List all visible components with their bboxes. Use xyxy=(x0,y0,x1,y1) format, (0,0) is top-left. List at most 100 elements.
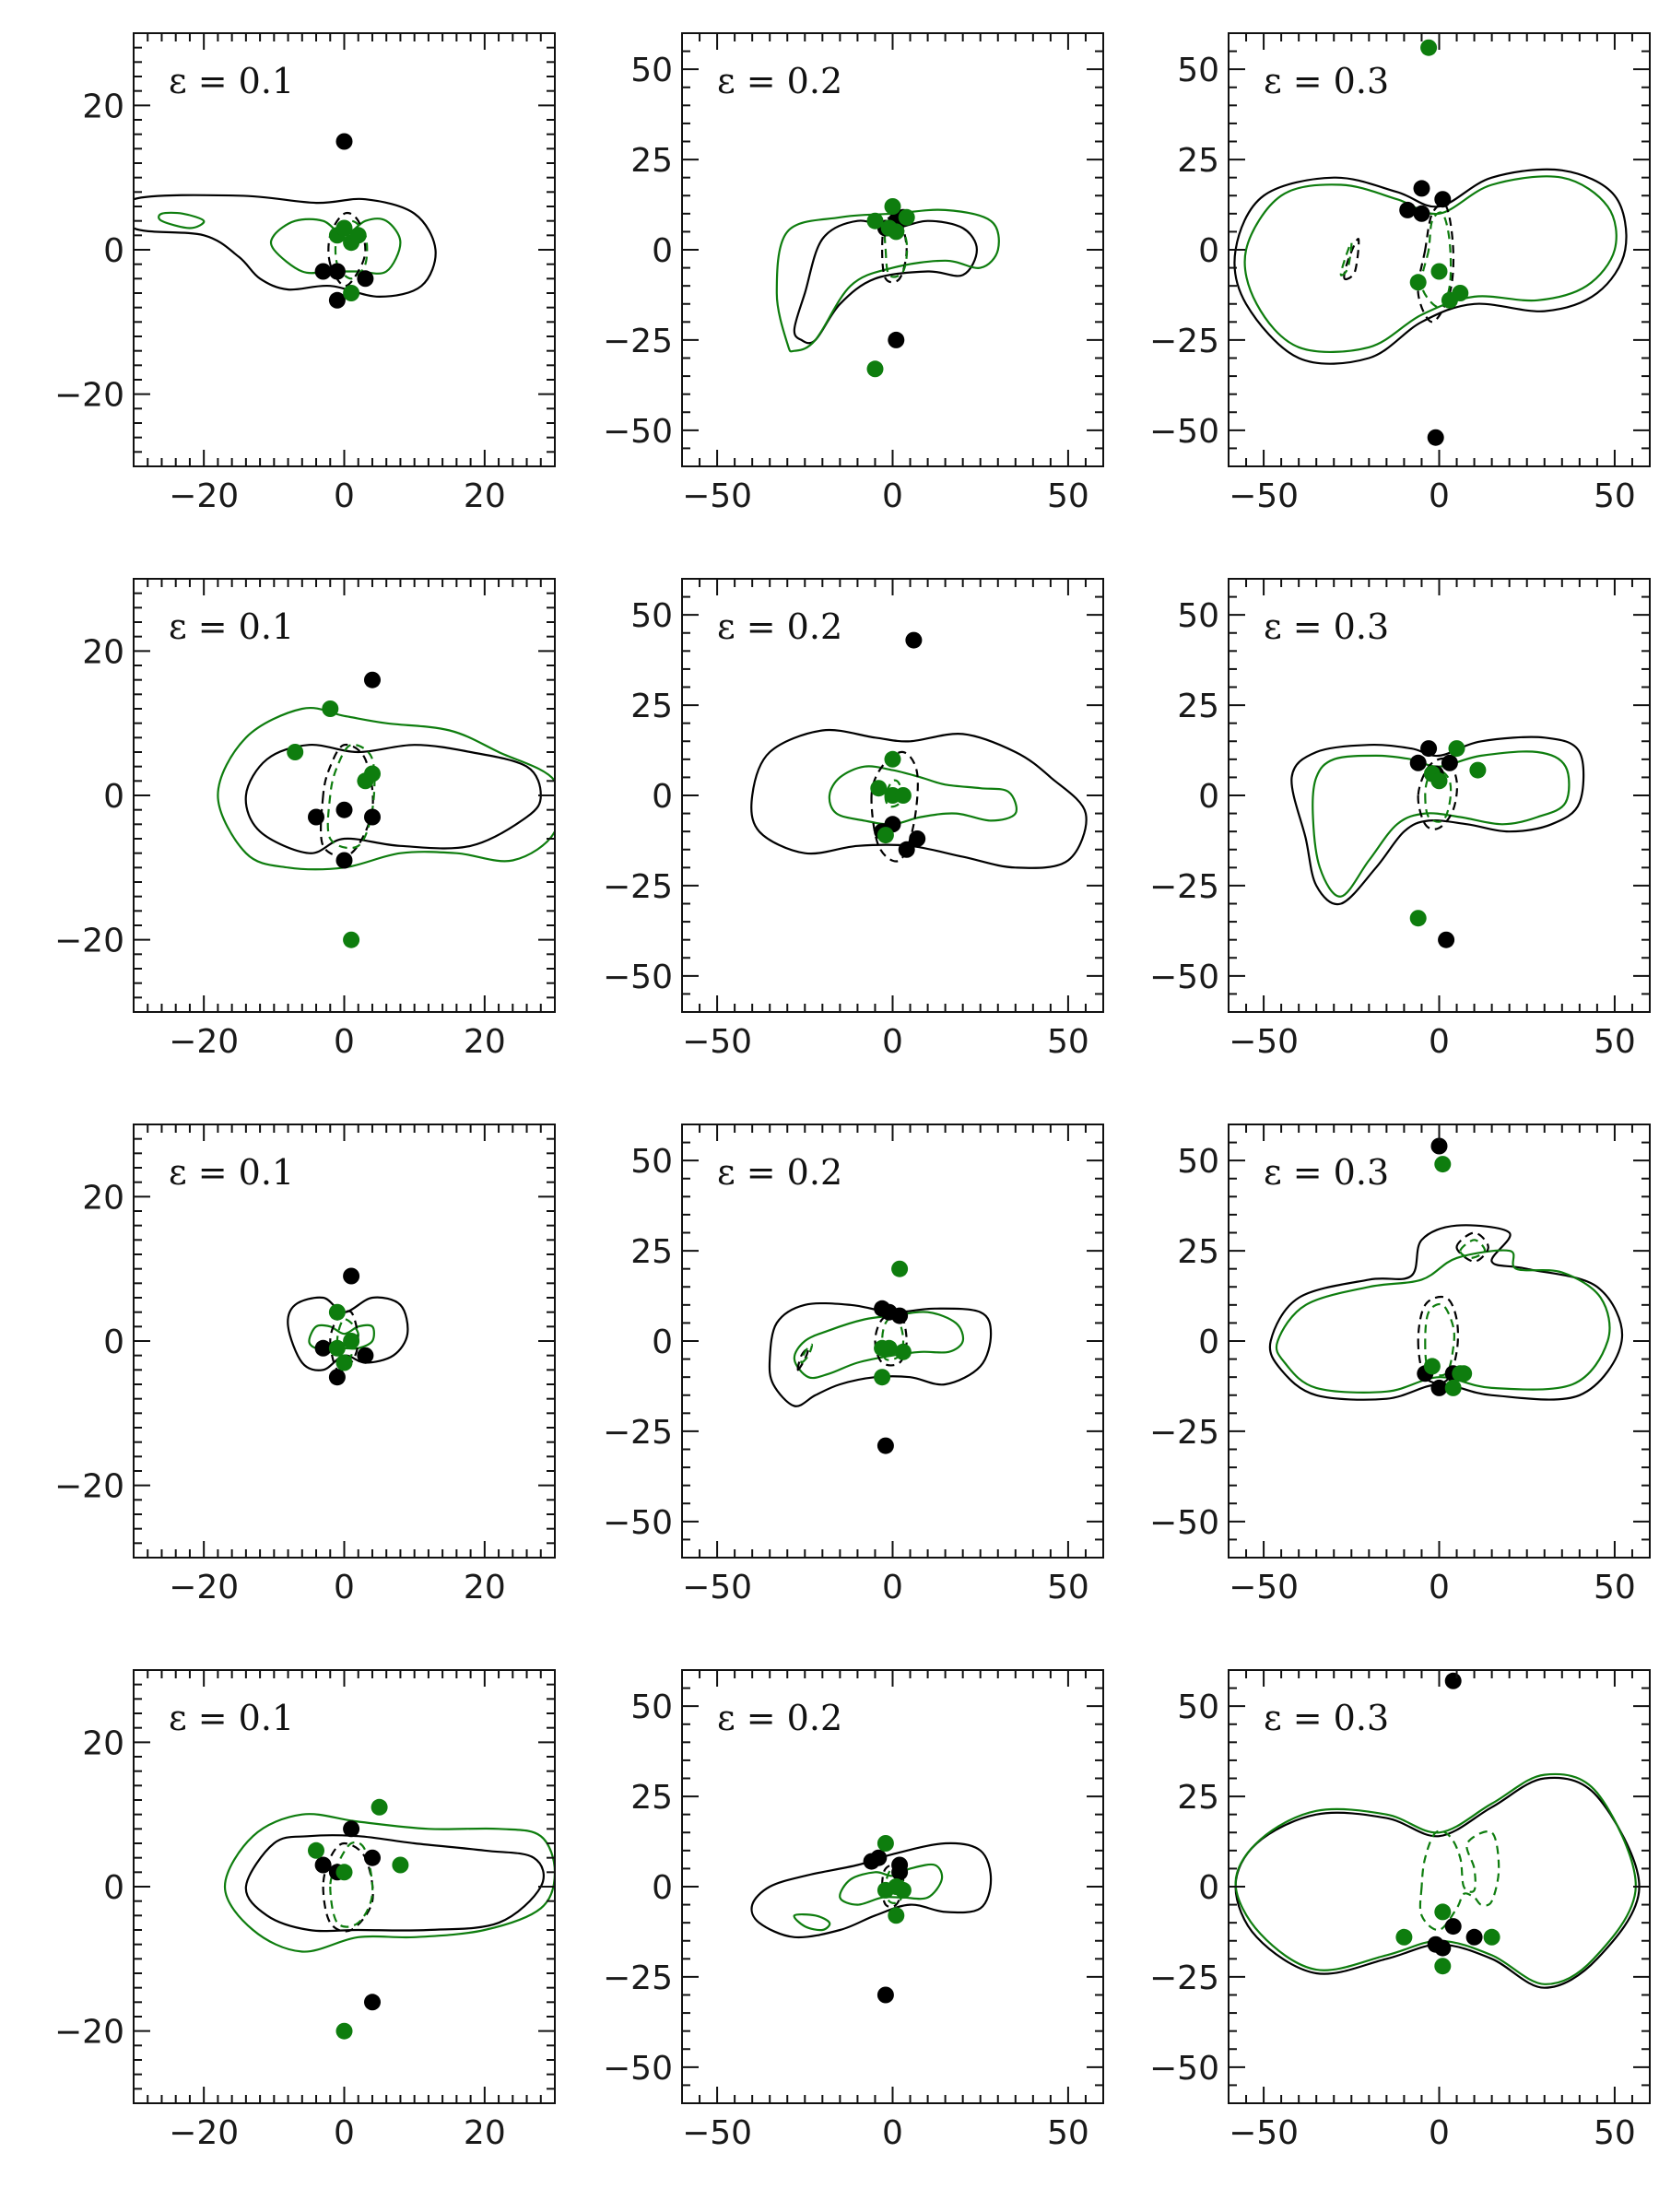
curve-green-solid xyxy=(775,208,1000,353)
y-tick-label: −25 xyxy=(603,1414,673,1452)
y-tick-label: 0 xyxy=(1198,1324,1219,1361)
epsilon-label: ε = 0.2 xyxy=(717,1698,842,1738)
x-tick-label: 0 xyxy=(334,1023,355,1061)
curve-black-solid xyxy=(287,1296,409,1371)
curve-green-solid xyxy=(1243,175,1618,354)
data-point-black xyxy=(314,1339,332,1357)
epsilon-label: ε = 0.2 xyxy=(717,61,842,101)
curve-black-solid xyxy=(1290,735,1585,906)
x-tick-label: −20 xyxy=(169,477,239,515)
y-tick-label: −50 xyxy=(603,959,673,996)
plot-area xyxy=(223,1798,555,2040)
data-point-black xyxy=(343,1820,360,1838)
epsilon-label: ε = 0.2 xyxy=(717,606,842,647)
data-point-green xyxy=(1434,1156,1452,1173)
data-point-black xyxy=(1430,1379,1448,1396)
data-point-black xyxy=(364,1994,381,2011)
x-tick-label: 0 xyxy=(882,1023,903,1061)
y-tick-label: 25 xyxy=(1177,142,1219,180)
x-tick-label: 0 xyxy=(1429,1023,1450,1061)
data-point-green xyxy=(874,1369,891,1386)
data-point-green xyxy=(308,1841,324,1859)
y-tick-label: −50 xyxy=(603,2050,673,2088)
data-point-green xyxy=(1434,1903,1452,1921)
y-tick-label: −25 xyxy=(1149,868,1219,906)
y-tick-label: −25 xyxy=(603,1959,673,1997)
y-tick-label: 50 xyxy=(630,52,673,89)
panel-r2-c2: −50 0 50 −50 −25 0 25 50 ε = 0.2 xyxy=(603,578,1104,1061)
x-tick-label: −50 xyxy=(682,1023,752,1061)
data-point-black xyxy=(1434,191,1452,208)
plot-area xyxy=(750,1835,993,2004)
data-point-black xyxy=(328,263,346,280)
y-tick-label: −20 xyxy=(54,923,124,960)
data-point-green xyxy=(866,360,884,378)
x-tick-label: 50 xyxy=(1594,1569,1636,1606)
data-point-black xyxy=(314,1856,332,1874)
data-point-black xyxy=(328,291,346,309)
data-point-black xyxy=(335,133,353,150)
x-tick-label: 50 xyxy=(1047,1023,1089,1061)
epsilon-label: ε = 0.3 xyxy=(1264,606,1389,647)
curve-green-dashed xyxy=(326,743,376,850)
data-point-black xyxy=(364,1849,381,1866)
y-tick-label: 0 xyxy=(652,232,673,270)
x-tick-label: 0 xyxy=(1429,477,1450,515)
y-tick-label: 20 xyxy=(82,88,124,125)
y-tick-label: 25 xyxy=(1177,1233,1219,1271)
plot-area xyxy=(134,133,437,309)
curve-black-dashed xyxy=(322,1841,374,1933)
curve-black-dashed xyxy=(870,750,919,863)
x-tick-label: 50 xyxy=(1594,1023,1636,1061)
data-point-black xyxy=(335,852,353,869)
data-point-green xyxy=(328,1303,346,1321)
y-tick-label: −50 xyxy=(1149,413,1219,451)
curve-green-dashed xyxy=(1459,1239,1487,1259)
panel-r4-c2: −50 0 50 −50 −25 0 25 50 ε = 0.2 xyxy=(603,1669,1104,2152)
data-point-green xyxy=(888,223,905,241)
data-point-black xyxy=(357,1347,374,1364)
x-tick-label: −50 xyxy=(682,2114,752,2152)
data-point-black xyxy=(877,1986,894,2004)
data-point-green xyxy=(877,1835,894,1852)
curve-green-dashed xyxy=(800,1343,814,1364)
curve-black-solid xyxy=(134,194,437,298)
data-point-green xyxy=(894,1881,912,1899)
data-point-green xyxy=(1452,285,1469,301)
data-point-green xyxy=(898,208,915,226)
data-point-black xyxy=(1438,931,1455,948)
data-point-green xyxy=(343,1333,360,1349)
x-tick-label: 20 xyxy=(464,477,506,515)
y-tick-label: 50 xyxy=(1177,1143,1219,1181)
plot-area xyxy=(775,198,1000,378)
data-point-green xyxy=(880,1339,898,1357)
x-tick-label: 50 xyxy=(1047,477,1089,515)
curve-black-solid xyxy=(244,1834,545,1933)
data-point-green xyxy=(1448,740,1465,758)
epsilon-label: ε = 0.3 xyxy=(1264,1698,1389,1738)
y-tick-label: 0 xyxy=(103,232,124,270)
y-tick-label: 0 xyxy=(103,1324,124,1361)
curve-green-dashed xyxy=(1420,211,1453,309)
y-tick-label: −25 xyxy=(603,323,673,360)
x-tick-label: 0 xyxy=(882,477,903,515)
data-point-green xyxy=(287,744,304,760)
curve-black-dashed xyxy=(1417,757,1459,830)
data-point-black xyxy=(364,671,381,688)
y-tick-label: −50 xyxy=(1149,1504,1219,1542)
data-point-black xyxy=(1434,1939,1452,1957)
data-point-green xyxy=(1483,1928,1500,1946)
x-tick-label: 20 xyxy=(464,1023,506,1061)
curve-black-dashed xyxy=(1417,1295,1460,1384)
panel-r2-c1: −20 0 20 −20 0 20 ε = 0.1 xyxy=(54,578,556,1061)
curve-black-dashed xyxy=(881,216,908,284)
epsilon-label: ε = 0.1 xyxy=(169,61,294,101)
panel-r4-c3: −50 0 50 −50 −25 0 25 50 ε = 0.3 xyxy=(1149,1669,1651,2152)
data-point-black xyxy=(1427,429,1444,446)
curve-green-solid xyxy=(223,1813,555,1953)
x-tick-label: 50 xyxy=(1594,477,1636,515)
y-tick-label: 50 xyxy=(630,1688,673,1726)
curve-green-solid xyxy=(1275,1249,1611,1394)
y-tick-label: 25 xyxy=(630,1233,673,1271)
